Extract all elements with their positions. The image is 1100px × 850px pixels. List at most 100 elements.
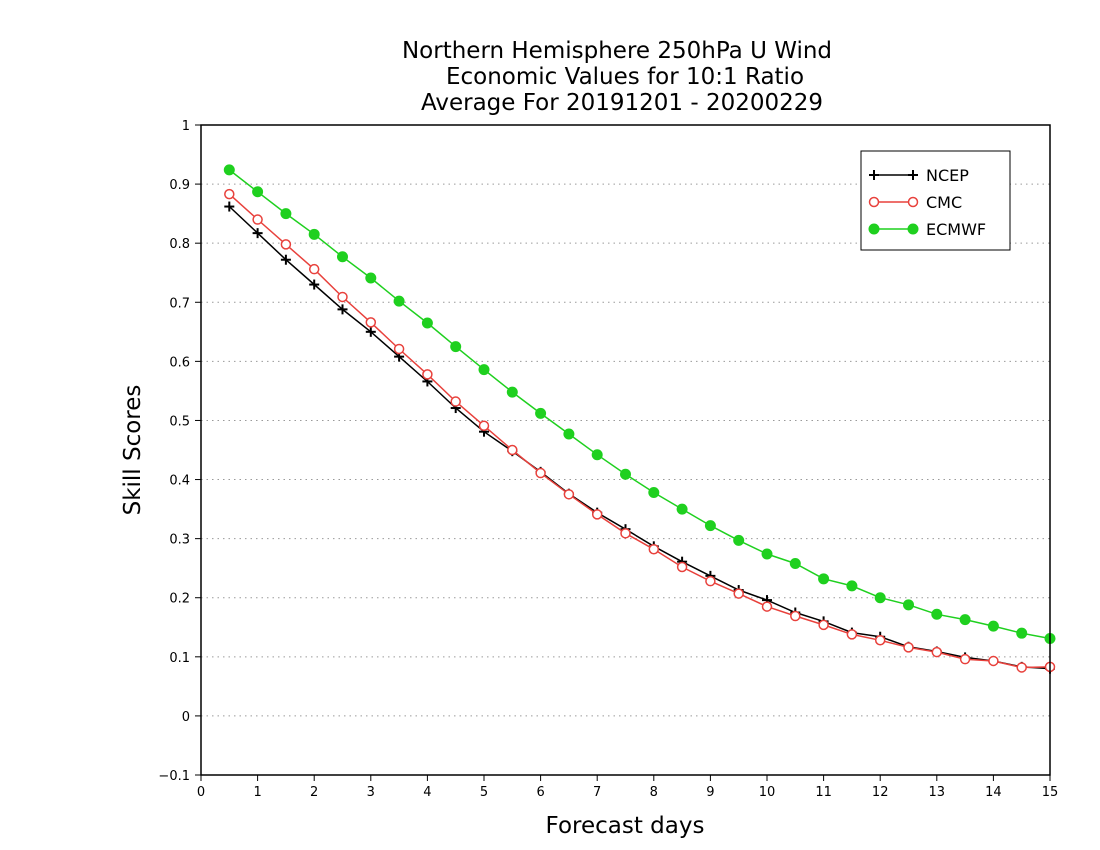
data-point-ecmwf [846, 580, 858, 592]
series-group [223, 164, 1056, 674]
x-tick-label: 8 [650, 785, 658, 800]
y-tick-label: 0.4 [169, 474, 190, 489]
data-point-cmc [507, 444, 518, 456]
y-tick-label: 0.2 [169, 592, 190, 607]
x-tick-label: 0 [197, 785, 205, 800]
data-point-cmc [365, 317, 377, 328]
data-point-cmc [535, 467, 546, 479]
data-point-ecmwf [591, 449, 603, 461]
data-point-ecmwf [223, 164, 235, 176]
data-point-cmc [422, 369, 433, 380]
data-point-ecmwf [761, 548, 773, 560]
y-axis-label: Skill Scores [120, 385, 146, 516]
data-point-ecmwf [506, 386, 518, 398]
x-tick-label: 12 [872, 785, 889, 800]
x-tick-label: 7 [593, 785, 601, 800]
data-point-cmc [450, 396, 461, 407]
data-point-ecmwf [959, 614, 971, 626]
data-point-ecmwf [393, 295, 405, 307]
x-tick-label: 4 [423, 785, 431, 800]
data-point-cmc [959, 653, 971, 665]
data-point-cmc [790, 610, 801, 622]
data-point-cmc [308, 263, 320, 275]
series-cmc [224, 188, 1056, 673]
data-point-cmc [903, 642, 914, 653]
data-point-cmc [620, 528, 631, 539]
chart-subtitle-line-1: Economic Values for 10:1 Ratio [446, 64, 804, 90]
data-point-ecmwf [1016, 627, 1028, 639]
data-point-ecmwf [337, 251, 348, 263]
legend-marker [908, 170, 918, 180]
legend-marker [907, 223, 919, 235]
x-tick-label: 3 [367, 785, 375, 800]
data-point-cmc [280, 239, 292, 250]
data-point-cmc [591, 509, 603, 520]
data-point-ecmwf [903, 599, 914, 611]
data-point-cmc [252, 214, 263, 225]
data-point-ecmwf [676, 503, 688, 515]
data-point-ncep [365, 326, 376, 337]
series-line-ncep [228, 205, 1051, 670]
data-point-ecmwf [620, 468, 631, 480]
data-point-cmc [988, 655, 999, 667]
series-ecmwf [223, 164, 1056, 644]
x-axis-label: Forecast days [546, 813, 705, 839]
data-point-ncep [309, 279, 320, 290]
data-point-cmc [224, 188, 235, 200]
y-tick-label: 0.5 [169, 414, 190, 429]
data-point-ecmwf [704, 520, 716, 532]
x-tick-label: 9 [706, 785, 714, 800]
x-tick-label: 1 [253, 785, 261, 800]
data-point-ecmwf [563, 428, 575, 440]
legend-label: CMC [926, 193, 962, 212]
y-tick-label: 0.6 [169, 355, 190, 370]
data-point-cmc [931, 646, 943, 658]
x-tick-label: 11 [815, 785, 832, 800]
x-tick-label: 13 [929, 785, 946, 800]
legend: NCEP CMC ECMWF [860, 150, 1011, 251]
data-point-cmc [337, 291, 348, 303]
legend-label: NCEP [926, 166, 969, 185]
x-tick-label: 15 [1042, 785, 1059, 800]
data-point-ecmwf [450, 341, 462, 353]
data-point-ecmwf [478, 364, 490, 376]
legend-box [860, 150, 1011, 251]
grid [201, 183, 1050, 717]
data-point-ecmwf [421, 317, 433, 329]
axis-ticks: −0.100.10.20.30.40.50.60.70.80.910 1 2 3 4 5 6… [158, 119, 1058, 800]
data-point-cmc [761, 601, 773, 612]
legend-marker [868, 223, 880, 235]
y-tick-label: 0 [182, 710, 190, 725]
y-tick-label: 0.8 [169, 237, 190, 252]
data-point-cmc [705, 575, 716, 587]
legend-entry-cmc: CMC [868, 193, 962, 212]
legend-entry-ncep: NCEP [869, 166, 969, 185]
data-point-cmc [676, 561, 688, 573]
data-point-ecmwf [733, 534, 745, 546]
x-tick-label: 10 [759, 785, 776, 800]
legend-marker [868, 196, 880, 208]
x-tick-label: 5 [480, 785, 488, 800]
data-point-ecmwf [931, 608, 943, 620]
data-point-cmc [874, 635, 886, 646]
data-point-cmc [478, 420, 490, 432]
legend-marker [907, 196, 919, 208]
y-tick-label: 0.7 [169, 296, 190, 311]
y-tick-label: 0.1 [169, 651, 190, 666]
data-point-ncep [252, 228, 263, 239]
plot-frame [200, 124, 1051, 776]
x-tick-label: 14 [985, 785, 1002, 800]
data-point-ecmwf [874, 592, 886, 604]
data-point-ecmwf [252, 186, 264, 198]
legend-entry-ecmwf: ECMWF [868, 220, 986, 239]
y-tick-label: 0.9 [169, 178, 190, 193]
data-point-cmc [846, 629, 858, 640]
y-tick-label: 0.3 [169, 533, 190, 548]
legend-label: ECMWF [926, 220, 986, 239]
y-tick-label: −0.1 [158, 769, 190, 784]
x-tick-label: 2 [310, 785, 318, 800]
x-tick-label: 6 [536, 785, 544, 800]
data-point-ecmwf [280, 208, 292, 220]
data-point-ecmwf [365, 272, 377, 284]
data-point-ecmwf [789, 557, 801, 569]
